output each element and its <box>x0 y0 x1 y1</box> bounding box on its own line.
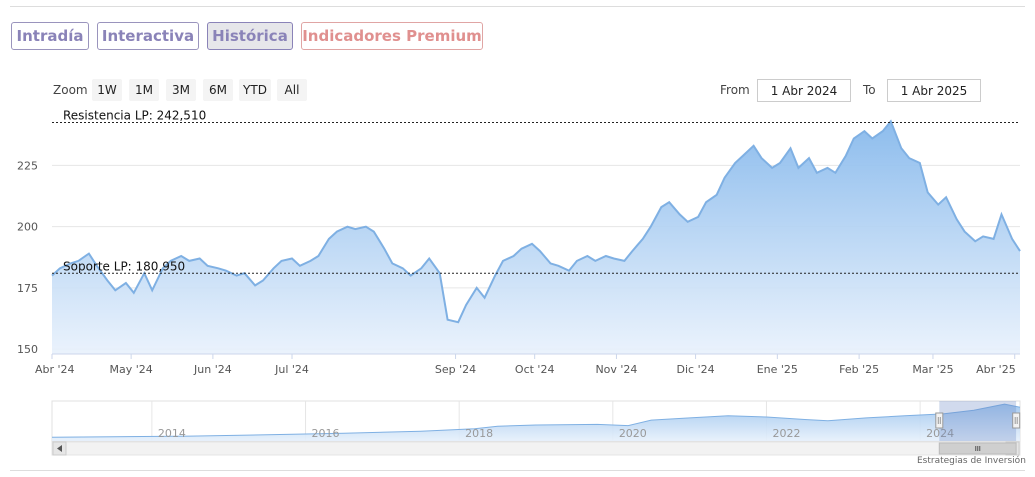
navigator-tick-label: 2024 <box>926 427 954 440</box>
top-divider <box>10 6 1025 7</box>
navigator-area <box>52 404 1020 441</box>
to-date-input[interactable]: 1 Abr 2025 <box>887 79 981 102</box>
x-tick-label: Dic '24 <box>677 363 715 376</box>
to-label: To <box>863 83 876 97</box>
annotation-label: Soporte LP: 180,950 <box>63 259 185 273</box>
x-tick-label: Sep '24 <box>435 363 476 376</box>
tab-interactiva[interactable]: Interactiva <box>97 22 199 50</box>
tab-indicadores-premium[interactable]: Indicadores Premium <box>301 22 483 50</box>
x-tick-label: Oct '24 <box>515 363 555 376</box>
navigator-tick-label: 2016 <box>312 427 340 440</box>
x-axis: Abr '24 May '24 Jun '24 Jul '24 Sep '24 Oct '… <box>35 354 1016 376</box>
zoom-1m-button[interactable]: 1M <box>129 79 159 101</box>
navigator-line <box>51 403 1021 438</box>
from-date-input[interactable]: 1 Abr 2024 <box>757 79 851 102</box>
annotation-label: Resistencia LP: 242,510 <box>63 109 206 123</box>
navigator-tick-label: 2014 <box>158 427 186 440</box>
x-tick-label: Abr '25 <box>976 363 1016 376</box>
y-axis: 150 175 200 225 <box>17 159 38 356</box>
navigator-selection[interactable] <box>939 401 1017 441</box>
navigator[interactable]: 2014 2016 2018 2020 2022 2024 <box>51 400 1021 442</box>
zoom-ytd-button[interactable]: YTD <box>239 79 271 101</box>
zoom-all-button[interactable]: All <box>277 79 307 101</box>
y-tick-label: 175 <box>17 282 38 295</box>
x-tick-label: Abr '24 <box>35 363 75 376</box>
navigator-x-axis: 2014 2016 2018 2020 2022 2024 <box>158 427 954 440</box>
navigator-tick-label: 2018 <box>465 427 493 440</box>
x-tick-label: Nov '24 <box>595 363 637 376</box>
arrow-left-icon <box>57 445 62 452</box>
tab-historica[interactable]: Histórica <box>207 22 293 50</box>
price-area <box>52 121 1020 354</box>
navigator-right-handle[interactable] <box>1012 412 1021 429</box>
x-tick-label: Mar '25 <box>912 363 953 376</box>
source-credit: Estrategias de Inversión <box>917 456 1026 466</box>
y-tick-label: 150 <box>17 343 38 356</box>
bottom-divider <box>10 470 1025 471</box>
scrollbar-track[interactable] <box>51 441 1021 456</box>
x-tick-label: Jun '24 <box>193 363 232 376</box>
annotations: Resistencia LP: 242,510 Soporte LP: 180,9… <box>52 109 1020 274</box>
x-tick-label: Ene '25 <box>757 363 798 376</box>
zoom-6m-button[interactable]: 6M <box>203 79 233 101</box>
navigator-tick-label: 2022 <box>772 427 800 440</box>
navigator-tick-label: 2020 <box>619 427 647 440</box>
x-tick-label: Feb '25 <box>839 363 879 376</box>
zoom-3m-button[interactable]: 3M <box>166 79 196 101</box>
zoom-1w-button[interactable]: 1W <box>92 79 122 101</box>
grip-icon <box>975 446 981 451</box>
x-tick-label: Jul '24 <box>274 363 309 376</box>
zoom-label: Zoom <box>53 83 88 97</box>
tab-intradia[interactable]: Intradía <box>11 22 89 50</box>
price-line <box>51 119 1021 324</box>
y-tick-label: 225 <box>17 159 38 172</box>
navigator-left-handle[interactable] <box>935 412 944 429</box>
scrollbar[interactable] <box>51 441 1021 456</box>
x-tick-label: May '24 <box>109 363 152 376</box>
y-tick-label: 200 <box>17 221 38 234</box>
from-label: From <box>720 83 750 97</box>
